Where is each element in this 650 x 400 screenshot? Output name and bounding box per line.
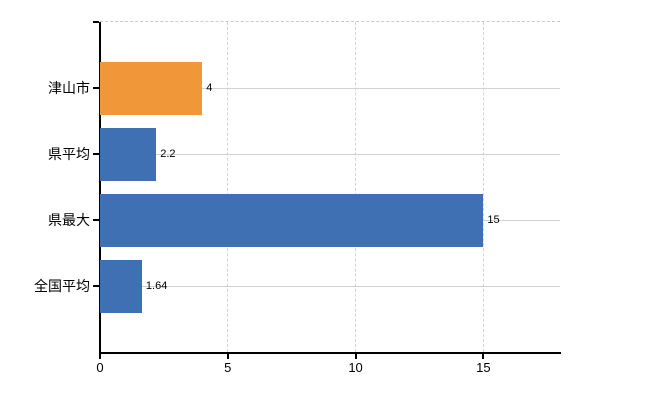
bar xyxy=(100,259,142,313)
plot-top-border xyxy=(100,21,560,22)
x-axis-tick xyxy=(226,354,229,359)
bar xyxy=(100,61,203,115)
v-gridline xyxy=(355,22,357,352)
y-axis-tick xyxy=(93,153,99,155)
x-tick-label: 5 xyxy=(224,360,232,375)
plot-area: 4 2.2 15 1.64 xyxy=(100,22,560,352)
value-label: 4 xyxy=(206,82,213,94)
h-gridline xyxy=(100,153,560,155)
category-label: 県最大 xyxy=(48,212,90,228)
v-gridline xyxy=(482,22,484,352)
y-axis-tick xyxy=(93,285,99,287)
x-tick-label: 0 xyxy=(96,360,104,375)
x-axis-tick xyxy=(99,354,101,359)
h-gridline xyxy=(100,285,560,287)
x-axis xyxy=(99,352,561,354)
y-axis-tick xyxy=(93,219,99,221)
value-label: 1.64 xyxy=(145,280,168,292)
value-label: 2.2 xyxy=(160,148,176,160)
x-tick-label: 15 xyxy=(476,360,491,375)
bar xyxy=(100,127,157,181)
y-axis xyxy=(99,22,101,354)
category-label: 県平均 xyxy=(48,146,90,162)
x-axis-tick xyxy=(354,354,357,359)
category-label: 津山市 xyxy=(48,80,90,96)
x-axis-tick xyxy=(482,354,485,359)
x-tick-label: 10 xyxy=(348,360,363,375)
value-label: 15 xyxy=(487,214,500,226)
v-gridline xyxy=(227,22,229,352)
h-gridline xyxy=(100,87,560,89)
y-axis-tick xyxy=(93,87,99,89)
bar xyxy=(100,193,484,247)
y-axis-top-tick xyxy=(93,21,99,23)
category-label: 全国平均 xyxy=(34,278,90,294)
